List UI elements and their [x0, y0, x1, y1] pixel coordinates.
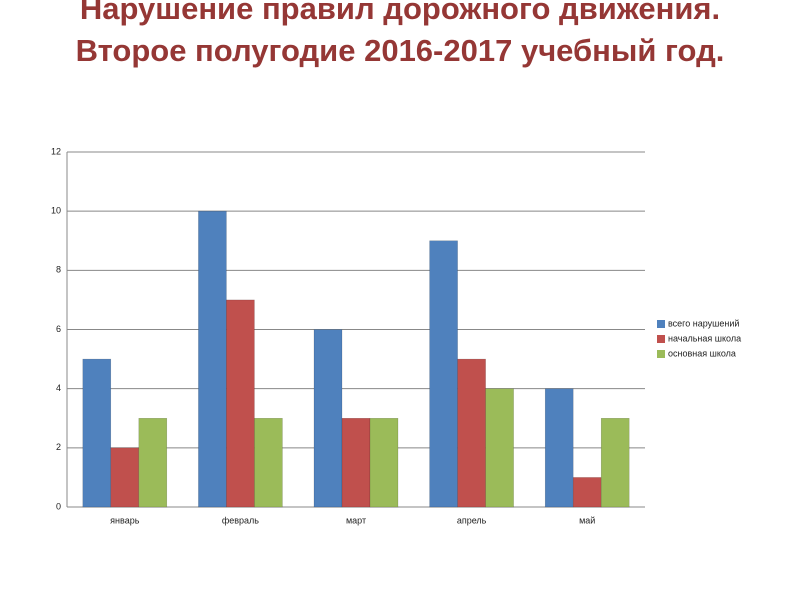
x-tick-label: январь — [110, 515, 140, 525]
chart-title: Нарушение правил дорожного движения. Вто… — [75, 0, 725, 68]
bar — [457, 358, 486, 508]
y-tick-label: 10 — [51, 206, 61, 216]
legend-label: начальная школа — [668, 333, 741, 343]
bar — [254, 418, 283, 508]
bar — [544, 388, 574, 508]
legend-label: основная школа — [668, 348, 736, 358]
bar — [226, 299, 255, 508]
bar — [341, 418, 371, 508]
y-tick-label: 8 — [56, 265, 61, 275]
legend-swatch — [657, 350, 665, 358]
bar — [572, 477, 602, 508]
legend-swatch — [657, 335, 665, 343]
legend-swatch — [657, 320, 665, 328]
bar — [600, 418, 630, 508]
x-tick-label: апрель — [457, 515, 487, 525]
bar — [110, 447, 140, 508]
y-tick-label: 4 — [56, 383, 61, 393]
bar — [313, 329, 343, 508]
bar — [198, 210, 227, 508]
legend-label: всего нарушений — [668, 318, 739, 328]
y-tick-label: 2 — [56, 442, 61, 452]
x-tick-label: февраль — [222, 515, 259, 525]
x-tick-label: май — [579, 515, 595, 525]
bar — [138, 418, 168, 508]
y-tick-label: 6 — [56, 324, 61, 334]
bar — [485, 388, 514, 508]
y-tick-label: 0 — [56, 501, 61, 511]
bar — [82, 358, 112, 508]
bar — [429, 240, 458, 508]
x-tick-label: март — [346, 515, 366, 525]
bar — [369, 418, 399, 508]
y-tick-label: 12 — [51, 146, 61, 156]
